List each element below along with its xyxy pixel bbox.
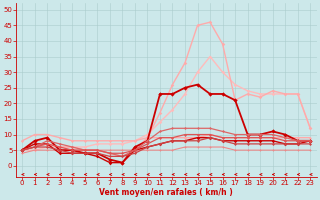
X-axis label: Vent moyen/en rafales ( km/h ): Vent moyen/en rafales ( km/h ) (100, 188, 233, 197)
